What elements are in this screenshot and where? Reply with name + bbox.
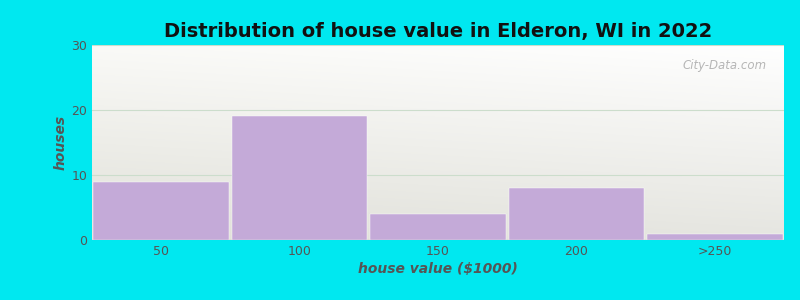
Bar — [232, 116, 367, 240]
X-axis label: house value ($1000): house value ($1000) — [358, 262, 518, 276]
Bar — [647, 233, 782, 240]
Text: City-Data.com: City-Data.com — [682, 58, 766, 72]
Y-axis label: houses: houses — [53, 115, 67, 170]
Bar — [94, 182, 229, 240]
Bar — [370, 214, 506, 240]
Title: Distribution of house value in Elderon, WI in 2022: Distribution of house value in Elderon, … — [164, 22, 712, 41]
Bar — [509, 188, 644, 240]
